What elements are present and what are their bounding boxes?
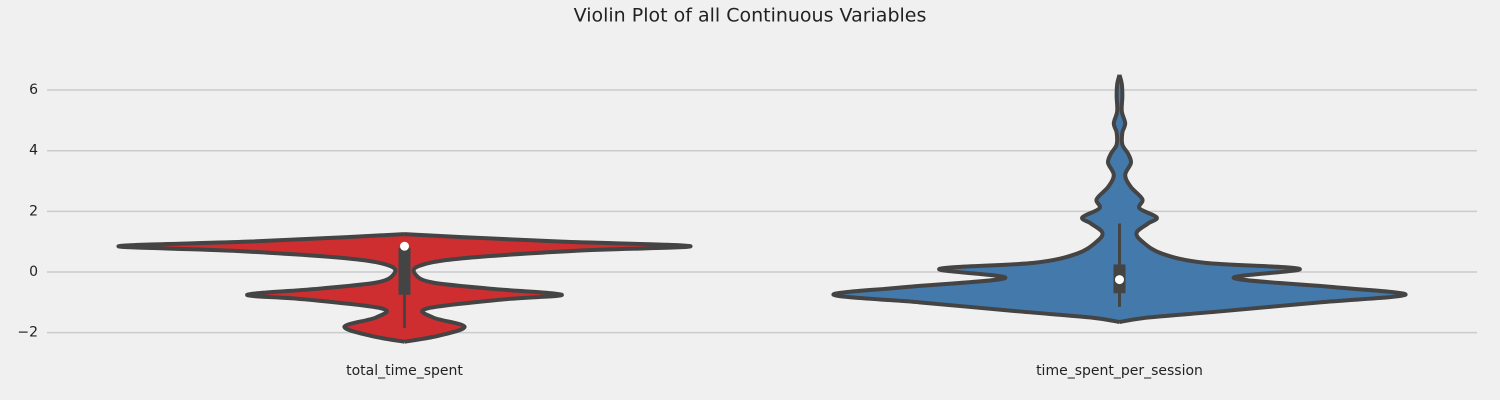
- x-tick-label: total_time_spent: [346, 363, 463, 379]
- violin-fill: [1119, 74, 1407, 323]
- violin-outline: [1117, 74, 1408, 325]
- y-tick-label: 0: [29, 264, 38, 280]
- violin-outline: [831, 74, 1122, 325]
- median: [400, 241, 409, 251]
- box: [398, 247, 411, 295]
- y-tick-label: 6: [29, 82, 38, 98]
- x-tick-label: time_spent_per_session: [1036, 363, 1203, 379]
- y-tick-label: −2: [17, 325, 38, 341]
- violin-fill: [832, 74, 1120, 323]
- median: [1115, 275, 1124, 285]
- violin-outline: [116, 232, 405, 344]
- y-tick-label: 2: [29, 203, 38, 219]
- violin-outline: [404, 232, 693, 344]
- y-tick-label: 4: [29, 143, 38, 159]
- chart-title: Violin Plot of all Continuous Variables: [574, 5, 927, 27]
